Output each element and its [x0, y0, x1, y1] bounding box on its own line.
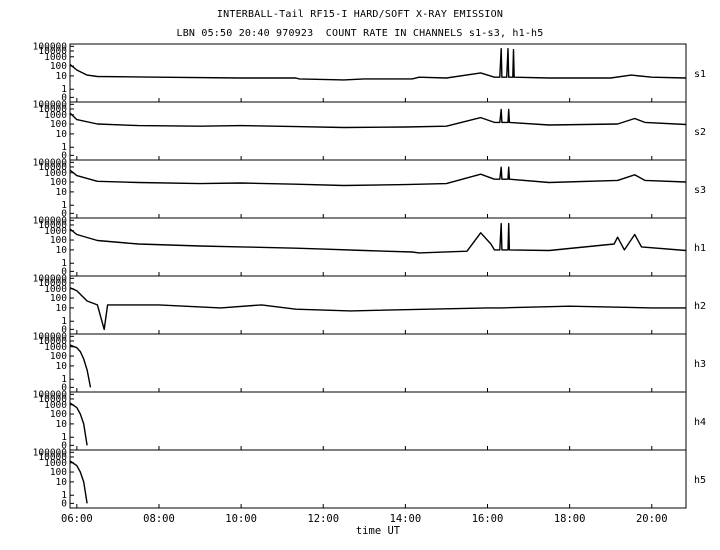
chart-subtitle: LBN 05:50 20:40 970923 COUNT RATE IN CHA… [176, 28, 544, 39]
y-tick-label: 100 [50, 351, 67, 362]
channel-label-s3: s3 [694, 185, 706, 196]
y-tick-label: 10000 [38, 336, 67, 347]
y-tick-label: 10000 [38, 278, 67, 289]
y-tick-label: 100 [50, 409, 67, 420]
y-tick-label: 0 [61, 208, 67, 219]
y-tick-label: 1 [61, 200, 67, 211]
y-tick-label: 0 [61, 324, 67, 335]
x-tick-label: 12:00 [307, 513, 339, 525]
y-tick-label: 10000 [38, 452, 67, 463]
series-line-s2 [69, 108, 687, 129]
y-tick-label: 100000 [33, 273, 68, 284]
y-tick-label: 1 [61, 84, 67, 95]
y-tick-label: 10 [56, 245, 68, 256]
y-tick-label: 1000 [44, 168, 67, 179]
y-tick-label: 10 [56, 187, 68, 198]
y-tick-label: 1000 [44, 342, 67, 353]
y-tick-label: 0 [61, 440, 67, 451]
y-tick-label: 1000 [44, 284, 67, 295]
series-line-h4 [69, 402, 88, 446]
x-tick-label: 18:00 [554, 513, 586, 525]
y-tick-label: 10 [56, 419, 68, 430]
channel-label-h1: h1 [694, 243, 706, 254]
y-tick-label: 1 [61, 490, 67, 501]
y-tick-label: 0 [61, 498, 67, 509]
y-tick-label: 100 [50, 119, 67, 130]
y-tick-label: 0 [61, 382, 67, 393]
y-tick-label: 100000 [33, 331, 68, 342]
y-tick-label: 10000 [38, 220, 67, 231]
y-tick-label: 1000 [44, 226, 67, 237]
y-tick-label: 100000 [33, 157, 68, 168]
y-tick-label: 1000 [44, 458, 67, 469]
channel-label-h4: h4 [694, 417, 706, 428]
channel-label-s2: s2 [694, 127, 706, 138]
channel-label-h2: h2 [694, 301, 706, 312]
y-tick-label: 100 [50, 467, 67, 478]
y-tick-label: 10 [56, 477, 68, 488]
series-line-h2 [69, 287, 686, 331]
y-tick-label: 100000 [33, 447, 68, 458]
series-line-h3 [69, 344, 92, 388]
y-tick-label: 10 [56, 361, 68, 372]
y-tick-label: 10000 [38, 46, 67, 57]
y-tick-label: 1 [61, 316, 67, 327]
series-line-h5 [69, 460, 88, 504]
y-tick-label: 10 [56, 71, 68, 82]
y-tick-label: 1000 [44, 52, 67, 63]
y-tick-label: 100 [50, 177, 67, 188]
x-tick-label: 10:00 [225, 513, 257, 525]
y-tick-label: 100 [50, 235, 67, 246]
y-tick-label: 10 [56, 303, 68, 314]
y-tick-label: 1 [61, 374, 67, 385]
y-tick-label: 10000 [38, 104, 67, 115]
x-axis-label: time UT [356, 525, 401, 537]
chart-title: INTERBALL-Tail RF15-I HARD/SOFT X-RAY EM… [216, 9, 504, 20]
y-tick-label: 100 [50, 293, 67, 304]
y-tick-label: 0 [61, 150, 67, 161]
y-tick-label: 1 [61, 258, 67, 269]
series-line-s1 [69, 48, 687, 81]
y-tick-label: 100 [50, 61, 67, 72]
y-tick-label: 1 [61, 142, 67, 153]
x-tick-label: 08:00 [143, 513, 175, 525]
x-tick-label: 14:00 [390, 513, 422, 525]
y-tick-label: 0 [61, 92, 67, 103]
y-tick-label: 10000 [38, 394, 67, 405]
y-tick-label: 100000 [33, 215, 68, 226]
channel-label-s1: s1 [694, 69, 706, 80]
series-line-h1 [69, 222, 687, 254]
y-tick-label: 0 [61, 266, 67, 277]
y-tick-label: 1000 [44, 110, 67, 121]
channel-label-h3: h3 [694, 359, 706, 370]
y-tick-label: 1 [61, 432, 67, 443]
y-tick-label: 1000 [44, 400, 67, 411]
x-tick-label: 20:00 [636, 513, 668, 525]
y-tick-label: 10000 [38, 162, 67, 173]
x-tick-label: 06:00 [61, 513, 93, 525]
y-tick-label: 10 [56, 129, 68, 140]
x-tick-label: 16:00 [472, 513, 504, 525]
y-tick-label: 100000 [33, 99, 68, 110]
series-line-s3 [69, 166, 687, 187]
y-tick-label: 100000 [33, 41, 68, 52]
channel-label-h5: h5 [694, 475, 706, 486]
y-tick-label: 100000 [33, 389, 68, 400]
